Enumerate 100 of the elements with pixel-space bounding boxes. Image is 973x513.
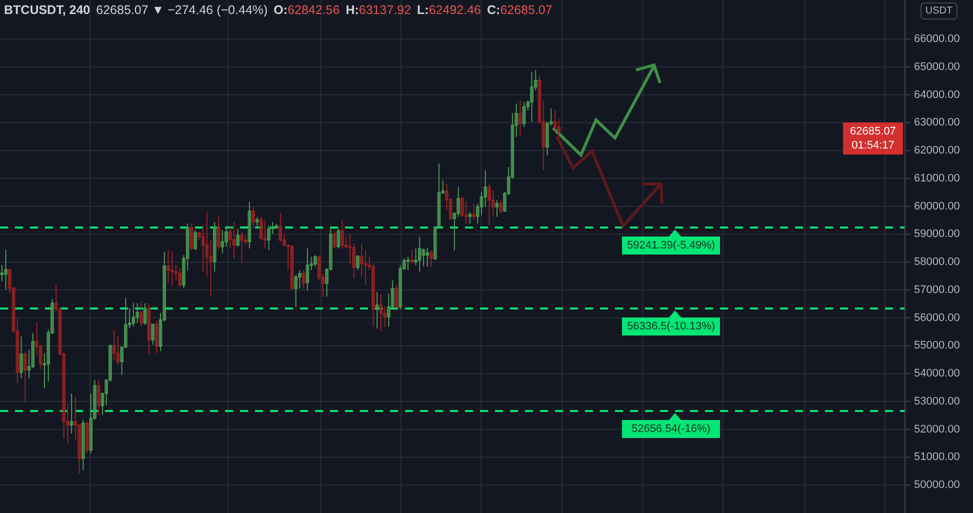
candlestick [402,258,406,271]
candlestick [430,250,433,268]
candlestick [240,231,244,264]
candlestick [50,298,54,335]
y-tick-label: 53000.00 [914,395,960,408]
candlestick [314,254,317,268]
candlestick [213,221,216,272]
candlestick [437,163,441,230]
candlestick [132,302,136,327]
candlestick [62,352,66,439]
y-tick-label: 63000.00 [914,116,960,129]
candlestick [58,308,62,356]
candlestick [178,268,182,288]
candlestick [46,329,50,382]
candlestick [290,244,294,290]
candlestick [228,226,232,249]
candlestick [310,256,313,271]
y-tick-label: 57000.00 [914,284,960,296]
candlestick [390,280,394,309]
chart-title: BTCUSDT, 240 [4,3,90,17]
candlestick [170,251,174,288]
chart-subtitle: 62685.07 ▼ −274.46 (−0.44%) [96,3,268,17]
candlestick [190,223,194,251]
y-tick-label: 60000.00 [914,200,960,212]
candlestick [506,166,510,196]
candlestick [394,284,398,309]
candlestick [510,112,514,180]
annotation: C:62685.07 [487,3,552,17]
candlestick [476,203,480,224]
candlestick [162,251,166,322]
candlestick [538,74,542,124]
candlestick [518,100,522,136]
candlestick [414,248,418,266]
y-tick-label: 50000.00 [914,479,960,492]
candlestick [12,286,16,334]
candlestick [244,235,248,246]
candlestick [201,224,205,272]
annotation: 01:54:17 [852,139,894,152]
candlestick [398,264,402,310]
candlestick [4,249,8,290]
candlestick [426,247,430,268]
annotation: H:63137.92 [346,3,412,17]
candlestick [104,380,108,406]
candlestick [136,302,139,324]
y-tick-label: 58000.00 [914,256,960,268]
candlestick [306,248,310,291]
candlestick [82,419,85,471]
candlestick [472,203,476,221]
candlestick [383,306,386,328]
candlestick [166,250,170,284]
candlestick [321,273,325,298]
candlestick [158,312,162,352]
y-tick-label: 51000.00 [914,451,960,464]
y-tick-label: 56000.00 [914,312,960,324]
candlestick [491,190,495,218]
candlestick [70,392,74,434]
candlestick [20,336,23,379]
candlestick [274,224,278,230]
candlestick [340,219,344,249]
candlestick [364,250,368,286]
y-tick-label: 64000.00 [914,88,960,101]
candlestick [549,108,553,126]
candlestick [418,236,422,272]
candlestick [282,234,286,247]
candlestick [16,318,20,384]
candlestick [372,262,375,328]
ref-line-label: 52656.54(-16%) [632,423,710,436]
candlestick [151,324,154,346]
candlestick [484,170,488,208]
candlestick [456,186,460,218]
candlestick [553,110,557,132]
candlestick [128,308,132,329]
candlestick [0,264,4,282]
candlestick [278,212,282,242]
y-tick-label: 66000.00 [914,33,960,46]
candlestick [78,424,81,474]
candlestick [530,71,534,122]
candlestick [445,183,448,211]
candlestick [542,100,546,171]
candlestick [147,302,151,356]
candlestick [448,198,452,221]
candlestick [387,293,390,328]
candlestick [23,351,27,402]
candlestick [352,242,356,280]
candlestick [286,243,290,271]
candlestick [216,216,220,249]
candlestick [232,221,236,259]
candlestick [174,264,178,280]
candlestick [38,344,42,370]
candlestick [522,102,526,128]
candlestick [252,206,255,230]
candlestick [182,254,186,289]
candlestick [89,392,93,454]
candlestick [410,250,414,264]
candlestick [154,320,158,354]
candlestick [31,332,35,369]
candlestick [66,402,70,444]
candlestick [236,228,240,248]
candlestick [186,223,190,271]
candlestick [259,216,263,241]
